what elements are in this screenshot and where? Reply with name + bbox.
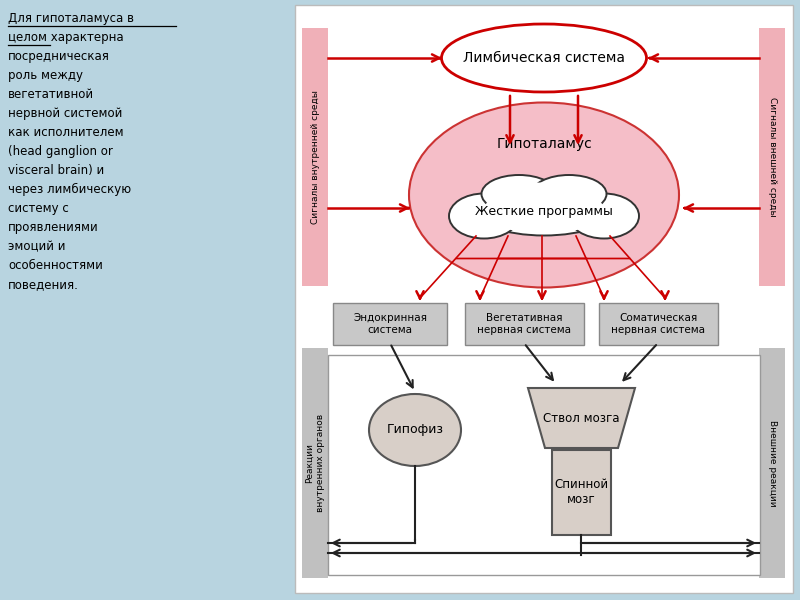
- FancyBboxPatch shape: [333, 303, 447, 345]
- Text: через лимбическую: через лимбическую: [8, 183, 131, 196]
- Text: Жесткие программы: Жесткие программы: [475, 205, 613, 218]
- Text: Лимбическая система: Лимбическая система: [463, 51, 625, 65]
- Text: Сигналы внешней среды: Сигналы внешней среды: [767, 97, 777, 217]
- Text: роль между: роль между: [8, 69, 83, 82]
- Ellipse shape: [449, 193, 519, 238]
- FancyBboxPatch shape: [295, 5, 793, 593]
- Ellipse shape: [442, 24, 646, 92]
- Text: Ствол мозга: Ствол мозга: [542, 412, 619, 425]
- Text: (head ganglion or: (head ganglion or: [8, 145, 113, 158]
- FancyBboxPatch shape: [328, 355, 760, 575]
- Text: Для гипоталамуса в: Для гипоталамуса в: [8, 12, 134, 25]
- Text: Эндокринная
система: Эндокринная система: [353, 313, 427, 335]
- Text: целом характерна: целом характерна: [8, 31, 124, 44]
- Ellipse shape: [369, 394, 461, 466]
- Ellipse shape: [482, 175, 557, 213]
- Text: проявлениями: проявлениями: [8, 221, 98, 234]
- Ellipse shape: [409, 103, 679, 287]
- FancyBboxPatch shape: [302, 348, 328, 578]
- Text: Внешние реакции: Внешние реакции: [767, 419, 777, 506]
- Text: как исполнителем: как исполнителем: [8, 126, 124, 139]
- Text: особенностями: особенностями: [8, 259, 103, 272]
- Text: Вегетативная
нервная система: Вегетативная нервная система: [477, 313, 571, 335]
- Text: эмоций и: эмоций и: [8, 240, 66, 253]
- FancyBboxPatch shape: [759, 28, 785, 286]
- Text: visceral brain) и: visceral brain) и: [8, 164, 104, 177]
- Ellipse shape: [531, 175, 606, 213]
- Text: нервной системой: нервной системой: [8, 107, 122, 120]
- Text: Соматическая
нервная система: Соматическая нервная система: [611, 313, 705, 335]
- Ellipse shape: [471, 181, 617, 235]
- Text: поведения.: поведения.: [8, 278, 79, 291]
- FancyBboxPatch shape: [302, 28, 328, 286]
- Text: Спинной
мозг: Спинной мозг: [554, 478, 608, 506]
- Text: Гипофиз: Гипофиз: [386, 424, 443, 437]
- Polygon shape: [528, 388, 635, 448]
- FancyBboxPatch shape: [598, 303, 718, 345]
- Text: Сигналы внутренней среды: Сигналы внутренней среды: [310, 90, 319, 224]
- FancyBboxPatch shape: [465, 303, 583, 345]
- Ellipse shape: [484, 186, 604, 234]
- Text: Гипоталамус: Гипоталамус: [496, 137, 592, 151]
- Text: вегетативной: вегетативной: [8, 88, 94, 101]
- Ellipse shape: [494, 182, 594, 217]
- Text: посредническая: посредническая: [8, 50, 110, 63]
- Text: систему с: систему с: [8, 202, 69, 215]
- Text: Реакции
внутренних органов: Реакции внутренних органов: [306, 414, 325, 512]
- Polygon shape: [552, 450, 611, 535]
- Ellipse shape: [569, 193, 639, 238]
- FancyBboxPatch shape: [759, 348, 785, 578]
